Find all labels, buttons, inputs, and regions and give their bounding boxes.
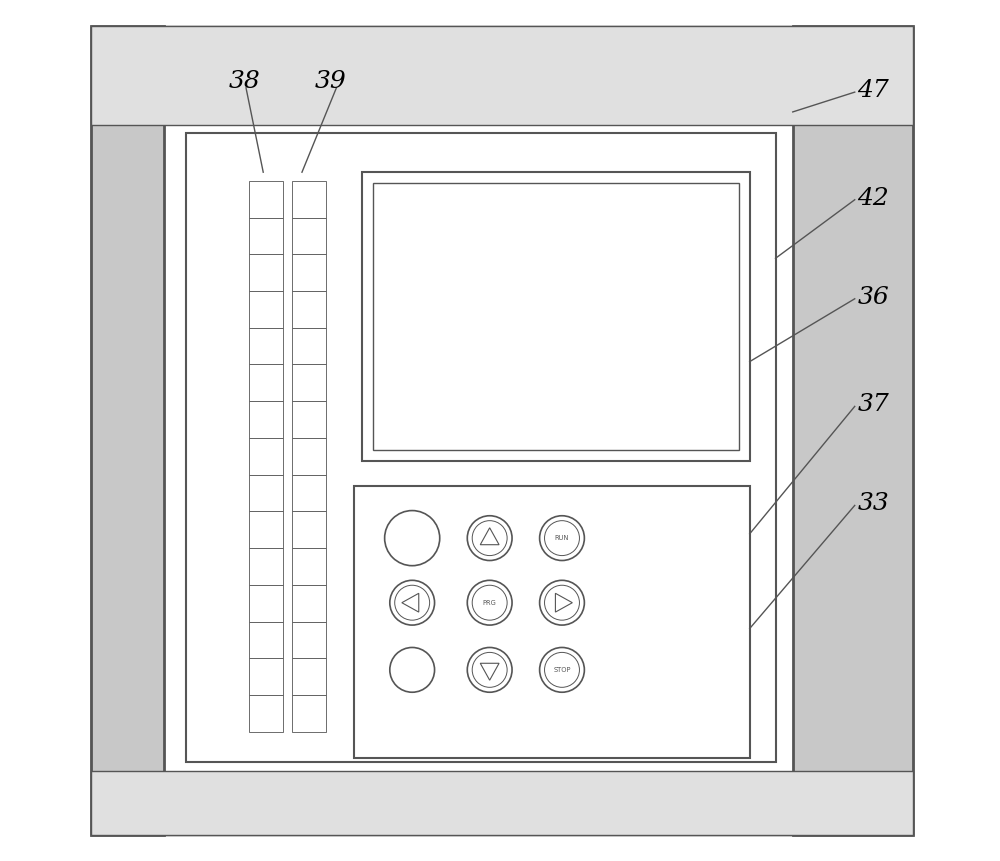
Bar — [292, 364, 326, 401]
Bar — [249, 218, 283, 254]
Bar — [249, 585, 283, 622]
Bar — [249, 291, 283, 328]
Bar — [292, 474, 326, 511]
Bar — [292, 585, 326, 622]
Bar — [249, 438, 283, 474]
Bar — [292, 659, 326, 695]
Text: 38: 38 — [229, 71, 261, 93]
Bar — [292, 328, 326, 364]
Bar — [292, 291, 326, 328]
Bar — [249, 364, 283, 401]
Bar — [373, 183, 739, 450]
Text: 37: 37 — [857, 393, 889, 416]
Bar — [249, 181, 283, 218]
Text: RUN: RUN — [555, 536, 569, 541]
Bar — [249, 401, 283, 438]
Bar — [292, 695, 326, 732]
Bar — [249, 695, 283, 732]
Bar — [362, 172, 750, 461]
Text: 33: 33 — [857, 492, 889, 515]
Text: 39: 39 — [315, 71, 347, 93]
Bar — [292, 511, 326, 548]
Bar — [292, 254, 326, 291]
Bar — [292, 218, 326, 254]
Bar — [186, 133, 776, 762]
Bar — [292, 438, 326, 474]
Bar — [91, 26, 913, 125]
Bar — [249, 548, 283, 585]
Bar — [292, 181, 326, 218]
Bar — [292, 622, 326, 659]
Text: PRG: PRG — [483, 600, 497, 605]
Bar — [292, 548, 326, 585]
Bar — [249, 328, 283, 364]
Bar — [249, 254, 283, 291]
Text: 47: 47 — [857, 79, 889, 102]
Bar — [249, 659, 283, 695]
Text: STOP: STOP — [553, 667, 571, 672]
Text: 42: 42 — [857, 187, 889, 209]
Bar — [793, 26, 913, 835]
Bar — [354, 486, 750, 758]
Text: 36: 36 — [857, 286, 889, 308]
Bar — [292, 401, 326, 438]
Bar — [91, 26, 164, 835]
Bar — [249, 622, 283, 659]
Bar — [249, 474, 283, 511]
Bar — [91, 771, 913, 835]
Bar — [249, 511, 283, 548]
